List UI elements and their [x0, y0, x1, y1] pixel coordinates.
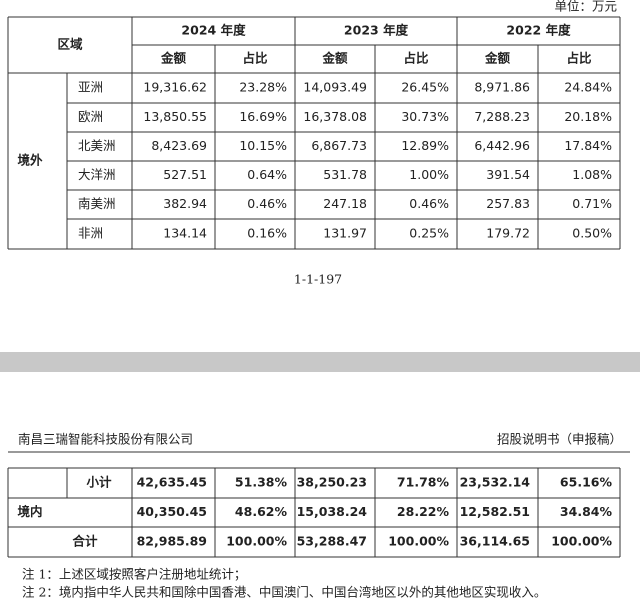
value-cell: 36,114.65: [460, 534, 530, 549]
region-cell: 大洋洲: [78, 167, 116, 182]
value-cell: 23,532.14: [460, 475, 531, 490]
value-cell: 30.73%: [401, 109, 449, 124]
unit: 单位：万元: [554, 0, 617, 14]
value-cell: 0.71%: [572, 196, 612, 211]
value-cell: 0.25%: [409, 226, 449, 241]
value-cell: 100.00%: [388, 534, 449, 549]
value-cell: 26.45%: [401, 80, 449, 95]
value-cell: 6,442.96: [474, 138, 530, 153]
value-cell: 134.14: [163, 226, 207, 241]
value-cell: 257.83: [486, 196, 530, 211]
value-cell: 1.00%: [409, 167, 449, 182]
company: 南昌三瑞智能科技股份有限公司: [18, 432, 193, 447]
value-cell: 42,635.45: [137, 475, 207, 490]
note: 注 2：境内指中华人民共和国除中国香港、中国澳门、中国台湾地区以外的其他地区实现…: [22, 585, 546, 600]
header-cell: 占比: [242, 51, 268, 66]
value-cell: 82,985.89: [137, 534, 207, 549]
value-cell: 16.69%: [239, 109, 287, 124]
value-cell: 65.16%: [560, 475, 613, 490]
value-cell: 382.94: [163, 196, 207, 211]
value-cell: 48.62%: [235, 504, 288, 519]
value-cell: 12,582.51: [460, 504, 530, 519]
value-cell: 0.64%: [247, 167, 287, 182]
value-cell: 38,250.23: [297, 475, 367, 490]
value-cell: 15,038.24: [297, 504, 368, 519]
group-label: 境外: [17, 153, 43, 168]
region-cell: 北美洲: [78, 138, 116, 153]
header-cell: 2023 年度: [344, 23, 409, 38]
value-cell: 7,288.23: [474, 109, 530, 124]
value-cell: 24.84%: [564, 80, 612, 95]
value-cell: 6,867.73: [311, 138, 367, 153]
header-cell: 占比: [566, 51, 592, 66]
value-cell: 100.00%: [226, 534, 287, 549]
value-cell: 16,378.08: [303, 109, 367, 124]
region-cell: 欧洲: [78, 109, 103, 124]
value-cell: 527.51: [163, 167, 207, 182]
value-cell: 131.97: [323, 226, 367, 241]
value-cell: 34.84%: [560, 504, 613, 519]
value-cell: 0.46%: [247, 196, 287, 211]
row-label: 合计: [72, 534, 98, 549]
value-cell: 53,288.47: [297, 534, 367, 549]
value-cell: 531.78: [323, 167, 367, 182]
header-cell: 金额: [484, 51, 511, 66]
value-cell: 179.72: [486, 226, 530, 241]
value-cell: 10.15%: [239, 138, 287, 153]
value-cell: 8,971.86: [474, 80, 530, 95]
value-cell: 391.54: [486, 167, 530, 182]
value-cell: 0.46%: [409, 196, 449, 211]
header-cell: 金额: [321, 51, 348, 66]
region-cell: 南美洲: [78, 196, 116, 211]
value-cell: 40,350.45: [137, 504, 207, 519]
region-cell: 非洲: [78, 226, 103, 241]
value-cell: 19,316.62: [143, 80, 207, 95]
value-cell: 71.78%: [397, 475, 450, 490]
header-cell: 金额: [160, 51, 187, 66]
value-cell: 100.00%: [551, 534, 612, 549]
row-label: 小计: [85, 475, 112, 490]
note: 注 1：上述区域按照客户注册地址统计；: [22, 567, 246, 582]
page-break: [0, 352, 640, 372]
value-cell: 8,423.69: [151, 138, 207, 153]
header-cell: 占比: [403, 51, 429, 66]
value-cell: 12.89%: [401, 138, 449, 153]
header-cell: 区域: [57, 37, 83, 52]
region-cell: 亚洲: [78, 80, 103, 95]
value-cell: 0.50%: [572, 226, 612, 241]
value-cell: 20.18%: [564, 109, 612, 124]
value-cell: 14,093.49: [303, 80, 367, 95]
value-cell: 0.16%: [247, 226, 287, 241]
value-cell: 13,850.55: [143, 109, 207, 124]
doc-title: 招股说明书（申报稿）: [497, 432, 622, 447]
value-cell: 1.08%: [572, 167, 612, 182]
value-cell: 28.22%: [397, 504, 450, 519]
value-cell: 17.84%: [564, 138, 612, 153]
row-label: 境内: [17, 504, 42, 519]
header-cell: 2022 年度: [506, 23, 571, 38]
value-cell: 23.28%: [239, 80, 287, 95]
page-number: 1-1-197: [294, 272, 342, 287]
header-cell: 2024 年度: [181, 23, 246, 38]
value-cell: 247.18: [323, 196, 367, 211]
value-cell: 51.38%: [235, 475, 288, 490]
